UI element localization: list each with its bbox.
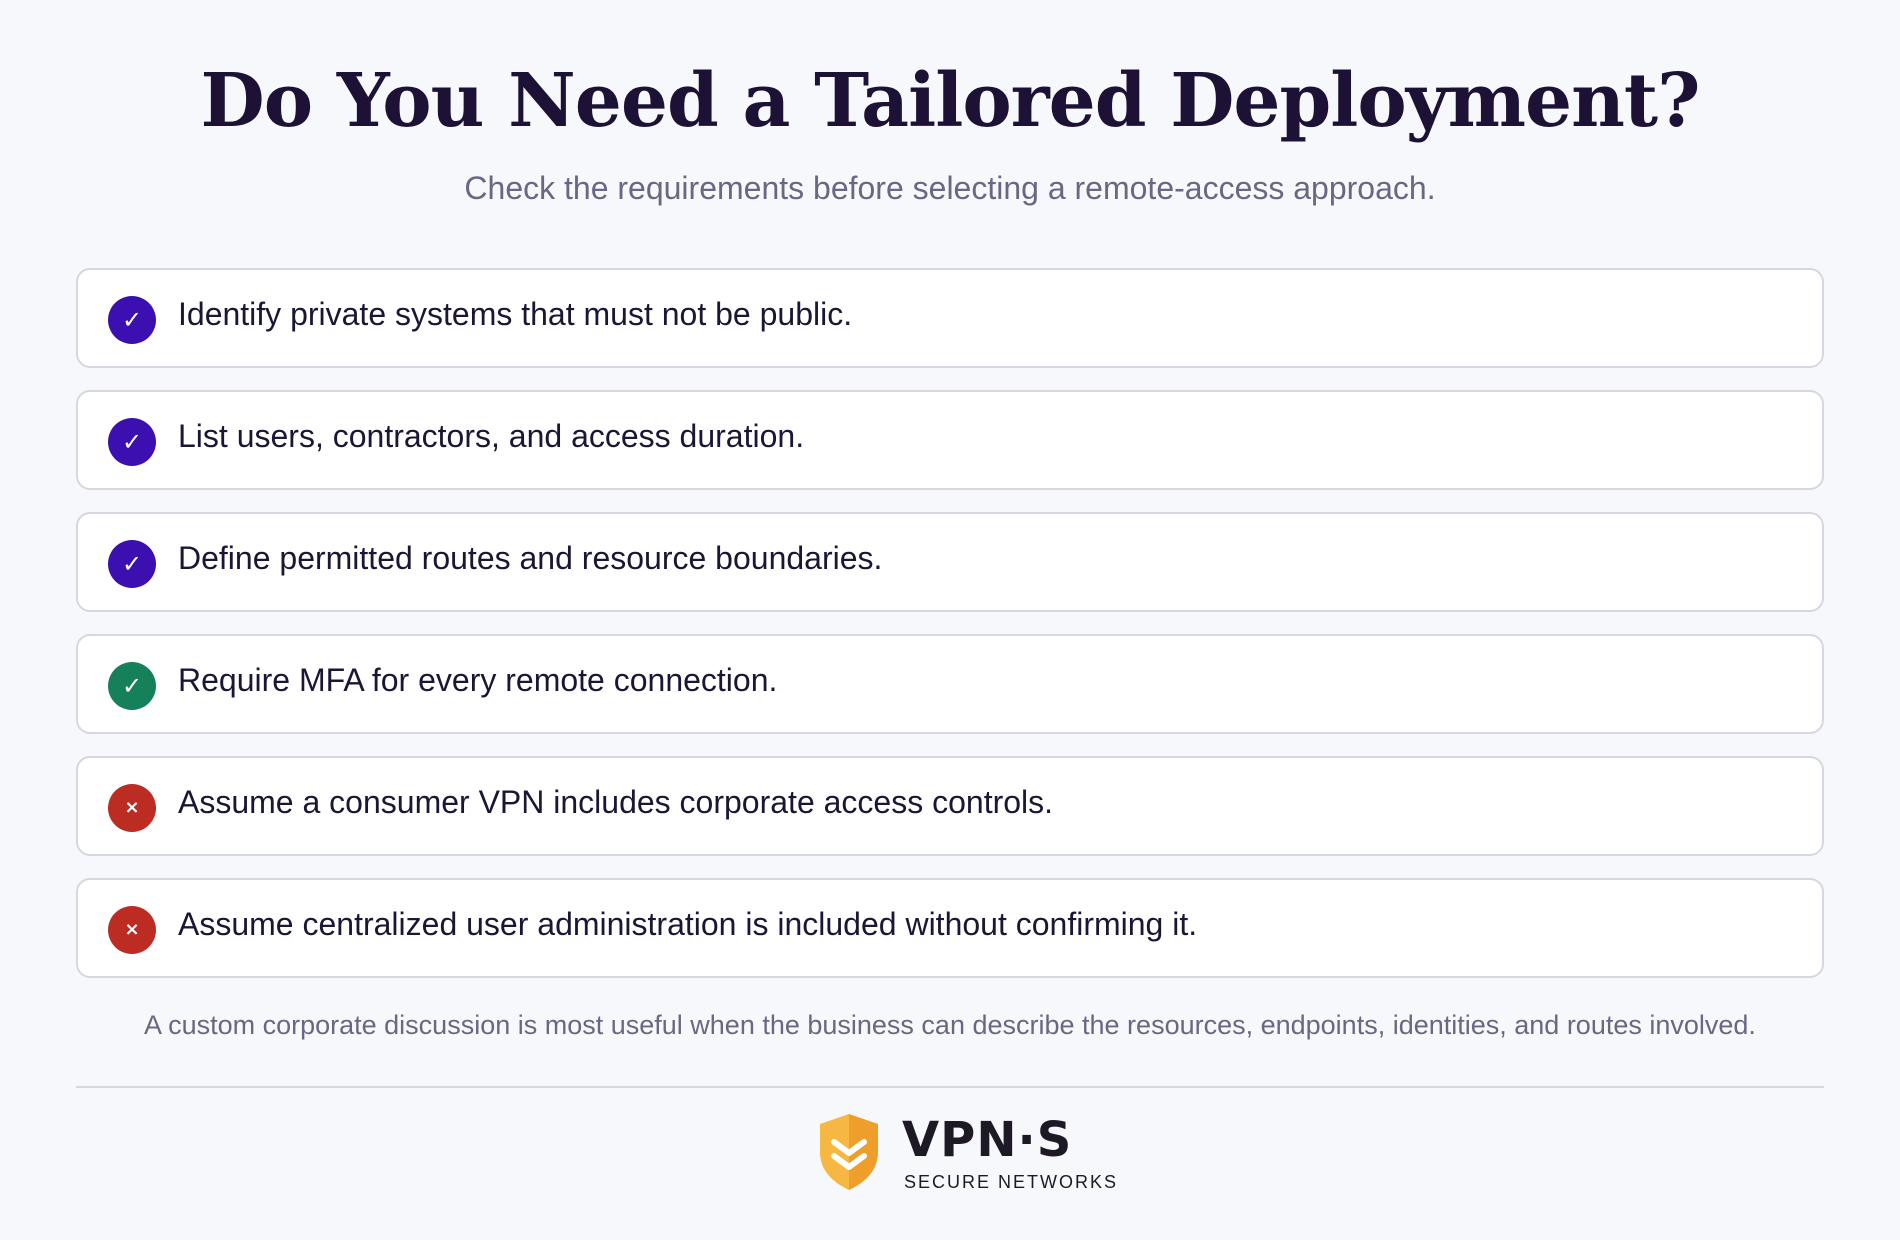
checklist-item: ✓ Identify private systems that must not… — [76, 268, 1824, 368]
brand-name: VPN·S — [902, 1112, 1073, 1168]
checklist-item-text: Require MFA for every remote connection. — [178, 662, 778, 698]
checkmark-icon: ✓ — [108, 418, 156, 466]
checklist-item-text: Assume centralized user administration i… — [178, 906, 1198, 942]
cross-icon: × — [108, 784, 156, 832]
checklist-item-text: List users, contractors, and access dura… — [178, 418, 805, 454]
checklist-item: ✓ Require MFA for every remote connectio… — [76, 634, 1824, 734]
divider — [76, 1086, 1824, 1088]
checklist-item: × Assume a consumer VPN includes corpora… — [76, 756, 1824, 856]
checkmark-icon: ✓ — [108, 540, 156, 588]
cross-icon: × — [108, 906, 156, 954]
page-title: Do You Need a Tailored Deployment? — [200, 58, 1701, 144]
shield-chevron-icon — [820, 1114, 878, 1190]
checklist-item: ✓ Define permitted routes and resource b… — [76, 512, 1824, 612]
checklist-item-text: Assume a consumer VPN includes corporate… — [178, 784, 1054, 820]
brand-logo: VPN·S SECURE NETWORKS — [816, 1112, 1116, 1194]
footnote: A custom corporate discussion is most us… — [144, 1010, 1756, 1040]
page-subtitle: Check the requirements before selecting … — [464, 170, 1436, 206]
checklist-item-text: Define permitted routes and resource bou… — [178, 540, 883, 576]
requirements-checklist: ✓ Identify private systems that must not… — [76, 268, 1824, 1000]
brand-tagline: SECURE NETWORKS — [904, 1172, 1119, 1192]
checklist-item: × Assume centralized user administration… — [76, 878, 1824, 978]
checklist-item-text: Identify private systems that must not b… — [178, 296, 853, 332]
checkmark-icon: ✓ — [108, 662, 156, 710]
checkmark-icon: ✓ — [108, 296, 156, 344]
checklist-item: ✓ List users, contractors, and access du… — [76, 390, 1824, 490]
